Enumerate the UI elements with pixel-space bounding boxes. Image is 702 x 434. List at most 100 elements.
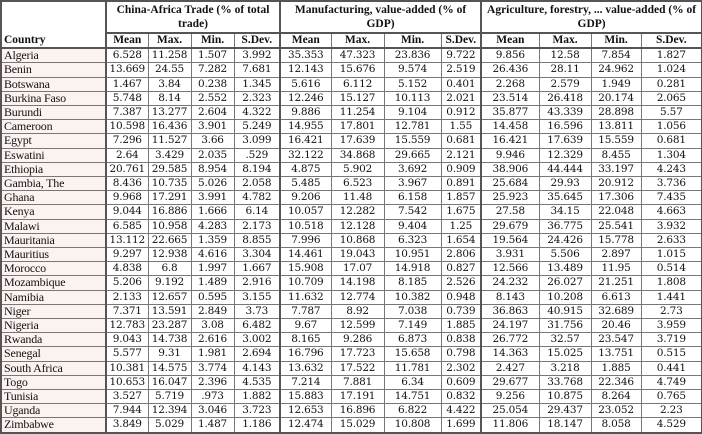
value-cell-sdev: 2.73 xyxy=(640,303,702,320)
country-cell: Cameroon xyxy=(0,119,107,135)
value-cell-mean: 6.585 xyxy=(105,218,149,234)
value-cell-sdev: 5.57 xyxy=(640,105,702,121)
value-cell-mean: 9.043 xyxy=(105,332,149,348)
value-cell-max: 17.191 xyxy=(330,389,385,405)
value-cell-mean: 3.849 xyxy=(105,417,149,434)
value-cell-mean: 12.474 xyxy=(279,417,332,434)
value-cell-mean: 19.564 xyxy=(480,232,540,249)
value-cell-min: 3.901 xyxy=(190,119,235,135)
country-cell: Gambia, The xyxy=(0,176,107,192)
value-cell-max: 28.11 xyxy=(538,62,592,78)
value-cell-mean: 5.577 xyxy=(105,346,149,362)
stat-header-min: Min. xyxy=(383,32,442,50)
value-cell-max: 10.875 xyxy=(538,389,592,405)
value-cell-min: 33.197 xyxy=(590,161,642,178)
value-cell-mean: 20.761 xyxy=(105,161,149,178)
value-cell-mean: 10.653 xyxy=(105,374,149,391)
table-row: Egypt 7.296 11.527 3.66 3.099 16.421 17.639 15.… xyxy=(0,133,702,149)
country-cell: Botswana xyxy=(0,76,107,92)
value-cell-max: 17.723 xyxy=(330,346,385,362)
value-cell-min: 8.058 xyxy=(590,417,642,434)
value-cell-min: 6.323 xyxy=(383,232,442,249)
country-cell: Kenya xyxy=(0,204,107,220)
value-cell-mean: 7.944 xyxy=(105,403,149,419)
value-cell-sdev: 3.992 xyxy=(233,47,281,64)
value-cell-mean: 5.485 xyxy=(279,176,332,192)
country-cell: Eswatini xyxy=(0,147,107,163)
value-cell-sdev: 2.021 xyxy=(440,90,482,107)
value-cell-mean: 7.387 xyxy=(105,105,149,121)
value-cell-sdev: 1.667 xyxy=(233,261,281,277)
value-cell-max: 13.277 xyxy=(147,105,192,121)
value-cell-sdev: 3.736 xyxy=(640,176,702,192)
value-cell-mean: 26.436 xyxy=(480,62,540,78)
value-cell-max: 24.55 xyxy=(147,62,192,78)
value-cell-mean: 23.514 xyxy=(480,90,540,107)
table-row: Uganda 7.944 12.394 3.046 3.723 12.653 16.896 6… xyxy=(0,403,702,419)
value-cell-sdev: 5.249 xyxy=(233,119,281,135)
value-cell-sdev: 0.739 xyxy=(440,303,482,320)
value-cell-sdev: 2.526 xyxy=(440,275,482,291)
value-cell-max: 5.719 xyxy=(147,389,192,405)
value-cell-max: 9.286 xyxy=(330,332,385,348)
value-cell-max: 13.591 xyxy=(147,303,192,320)
value-cell-min: .973 xyxy=(190,389,235,405)
value-cell-min: 8.954 xyxy=(190,161,235,178)
value-cell-mean: 2.133 xyxy=(105,289,149,305)
value-cell-min: 20.46 xyxy=(590,318,642,334)
value-cell-sdev: 2.302 xyxy=(440,360,482,376)
value-cell-mean: 5.616 xyxy=(279,76,332,92)
value-cell-mean: 4.875 xyxy=(279,161,332,178)
value-cell-sdev: 1.024 xyxy=(640,62,702,78)
value-cell-min: 3.967 xyxy=(383,176,442,192)
value-cell-sdev: 6.482 xyxy=(233,318,281,334)
value-cell-min: 11.95 xyxy=(590,261,642,277)
value-cell-mean: 16.421 xyxy=(480,133,540,149)
value-cell-mean: 2.64 xyxy=(105,147,149,163)
value-cell-min: 3.66 xyxy=(190,133,235,149)
value-cell-max: 12.128 xyxy=(330,218,385,234)
header-stat-row: Mean Max. Min. S.Dev. Mean Max. Min. S.Dev. Mean… xyxy=(1,32,702,50)
value-cell-max: 12.774 xyxy=(330,289,385,305)
value-cell-min: 8.185 xyxy=(383,275,442,291)
value-cell-sdev: 1.827 xyxy=(640,47,702,64)
value-cell-max: 15.127 xyxy=(330,90,385,107)
value-cell-sdev: 6.14 xyxy=(233,204,281,220)
country-cell: Togo xyxy=(0,374,107,391)
table-row: Morocco 4.838 6.8 1.997 1.667 15.908 17.07 14.9… xyxy=(0,261,702,277)
value-cell-min: 17.306 xyxy=(590,190,642,206)
stat-header-sdev: S.Dev. xyxy=(233,32,281,50)
value-cell-min: 28.898 xyxy=(590,105,642,121)
table-row: Togo 10.653 16.047 2.396 4.535 7.214 7.881 6.34… xyxy=(0,374,702,391)
value-cell-mean: 6.528 xyxy=(105,47,149,64)
value-cell-mean: 12.783 xyxy=(105,318,149,334)
value-cell-max: 11.48 xyxy=(330,190,385,206)
value-cell-mean: 14.461 xyxy=(279,247,332,263)
value-cell-sdev: 3.719 xyxy=(640,332,702,348)
value-cell-sdev: 4.663 xyxy=(640,204,702,220)
value-cell-sdev: 2.121 xyxy=(440,147,482,163)
table-row: Malawi 6.585 10.958 4.283 2.173 10.518 12.128 9… xyxy=(0,218,702,234)
value-cell-sdev: 1.808 xyxy=(640,275,702,291)
country-cell: Mozambique xyxy=(0,275,107,291)
value-cell-sdev: 3.155 xyxy=(233,289,281,305)
value-cell-mean: 10.598 xyxy=(105,119,149,135)
value-cell-mean: 9.297 xyxy=(105,247,149,263)
value-cell-max: 24.426 xyxy=(538,232,592,249)
stat-header-max: Max. xyxy=(330,32,385,50)
value-cell-max: 47.323 xyxy=(330,47,385,64)
value-cell-max: 11.258 xyxy=(147,47,192,64)
value-cell-max: 26.418 xyxy=(538,90,592,107)
value-cell-min: 1.487 xyxy=(190,417,235,434)
value-cell-mean: 15.883 xyxy=(279,389,332,405)
value-cell-min: 2.396 xyxy=(190,374,235,391)
value-cell-mean: 29.679 xyxy=(480,218,540,234)
table-body: Algeria 6.528 11.258 1.507 3.992 35.353 47.323… xyxy=(0,47,702,434)
value-cell-max: 44.444 xyxy=(538,161,592,178)
value-cell-max: 6.8 xyxy=(147,261,192,277)
country-cell: Burkina Faso xyxy=(0,90,107,107)
value-cell-sdev: 1.675 xyxy=(440,204,482,220)
country-cell: Zimbabwe xyxy=(0,417,107,434)
value-cell-mean: 16.421 xyxy=(279,133,332,149)
